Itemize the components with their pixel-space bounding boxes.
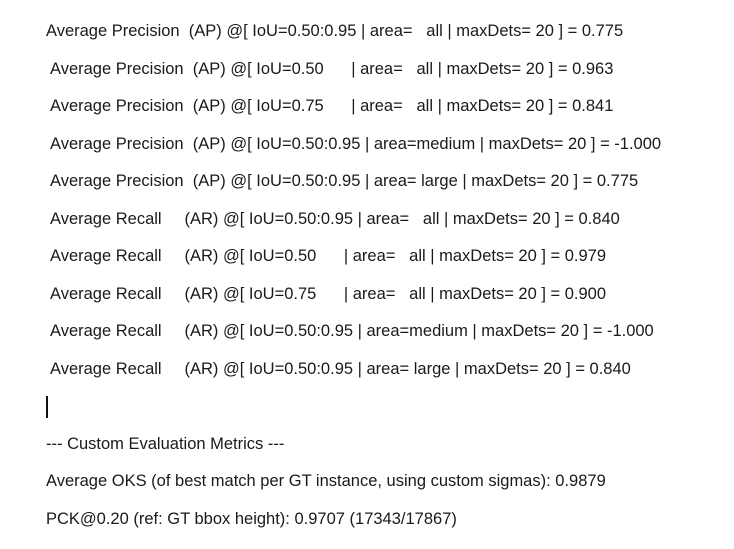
metric-line-ar-large: Average Recall (AR) @[ IoU=0.50:0.95 | a…	[50, 359, 631, 378]
pck-metric-line: PCK@0.20 (ref: GT bbox height): 0.9707 (…	[46, 509, 457, 528]
document-body[interactable]: Average Precision (AP) @[ IoU=0.50:0.95 …	[46, 21, 726, 546]
text-cursor	[46, 396, 48, 418]
oks-metric-line: Average OKS (of best match per GT instan…	[46, 472, 606, 490]
metric-line-ap-75: Average Precision (AP) @[ IoU=0.75 | are…	[50, 97, 614, 115]
metric-line-ap-50: Average Precision (AP) @[ IoU=0.50 | are…	[50, 59, 614, 78]
metric-line-ap-all: Average Precision (AP) @[ IoU=0.50:0.95 …	[46, 22, 624, 40]
metric-line-ar-75: Average Recall (AR) @[ IoU=0.75 | area= …	[50, 284, 607, 303]
metric-line-ar-medium: Average Recall (AR) @[ IoU=0.50:0.95 | a…	[50, 322, 654, 340]
empty-line-with-cursor[interactable]	[46, 396, 726, 418]
metric-line-ap-large: Average Precision (AP) @[ IoU=0.50:0.95 …	[50, 172, 639, 190]
metric-line-ar-50: Average Recall (AR) @[ IoU=0.50 | area= …	[50, 247, 607, 265]
metric-line-ar-all: Average Recall (AR) @[ IoU=0.50:0.95 | a…	[50, 209, 620, 228]
custom-metrics-header: --- Custom Evaluation Metrics ---	[46, 434, 285, 453]
metric-line-ap-medium: Average Precision (AP) @[ IoU=0.50:0.95 …	[50, 134, 662, 153]
